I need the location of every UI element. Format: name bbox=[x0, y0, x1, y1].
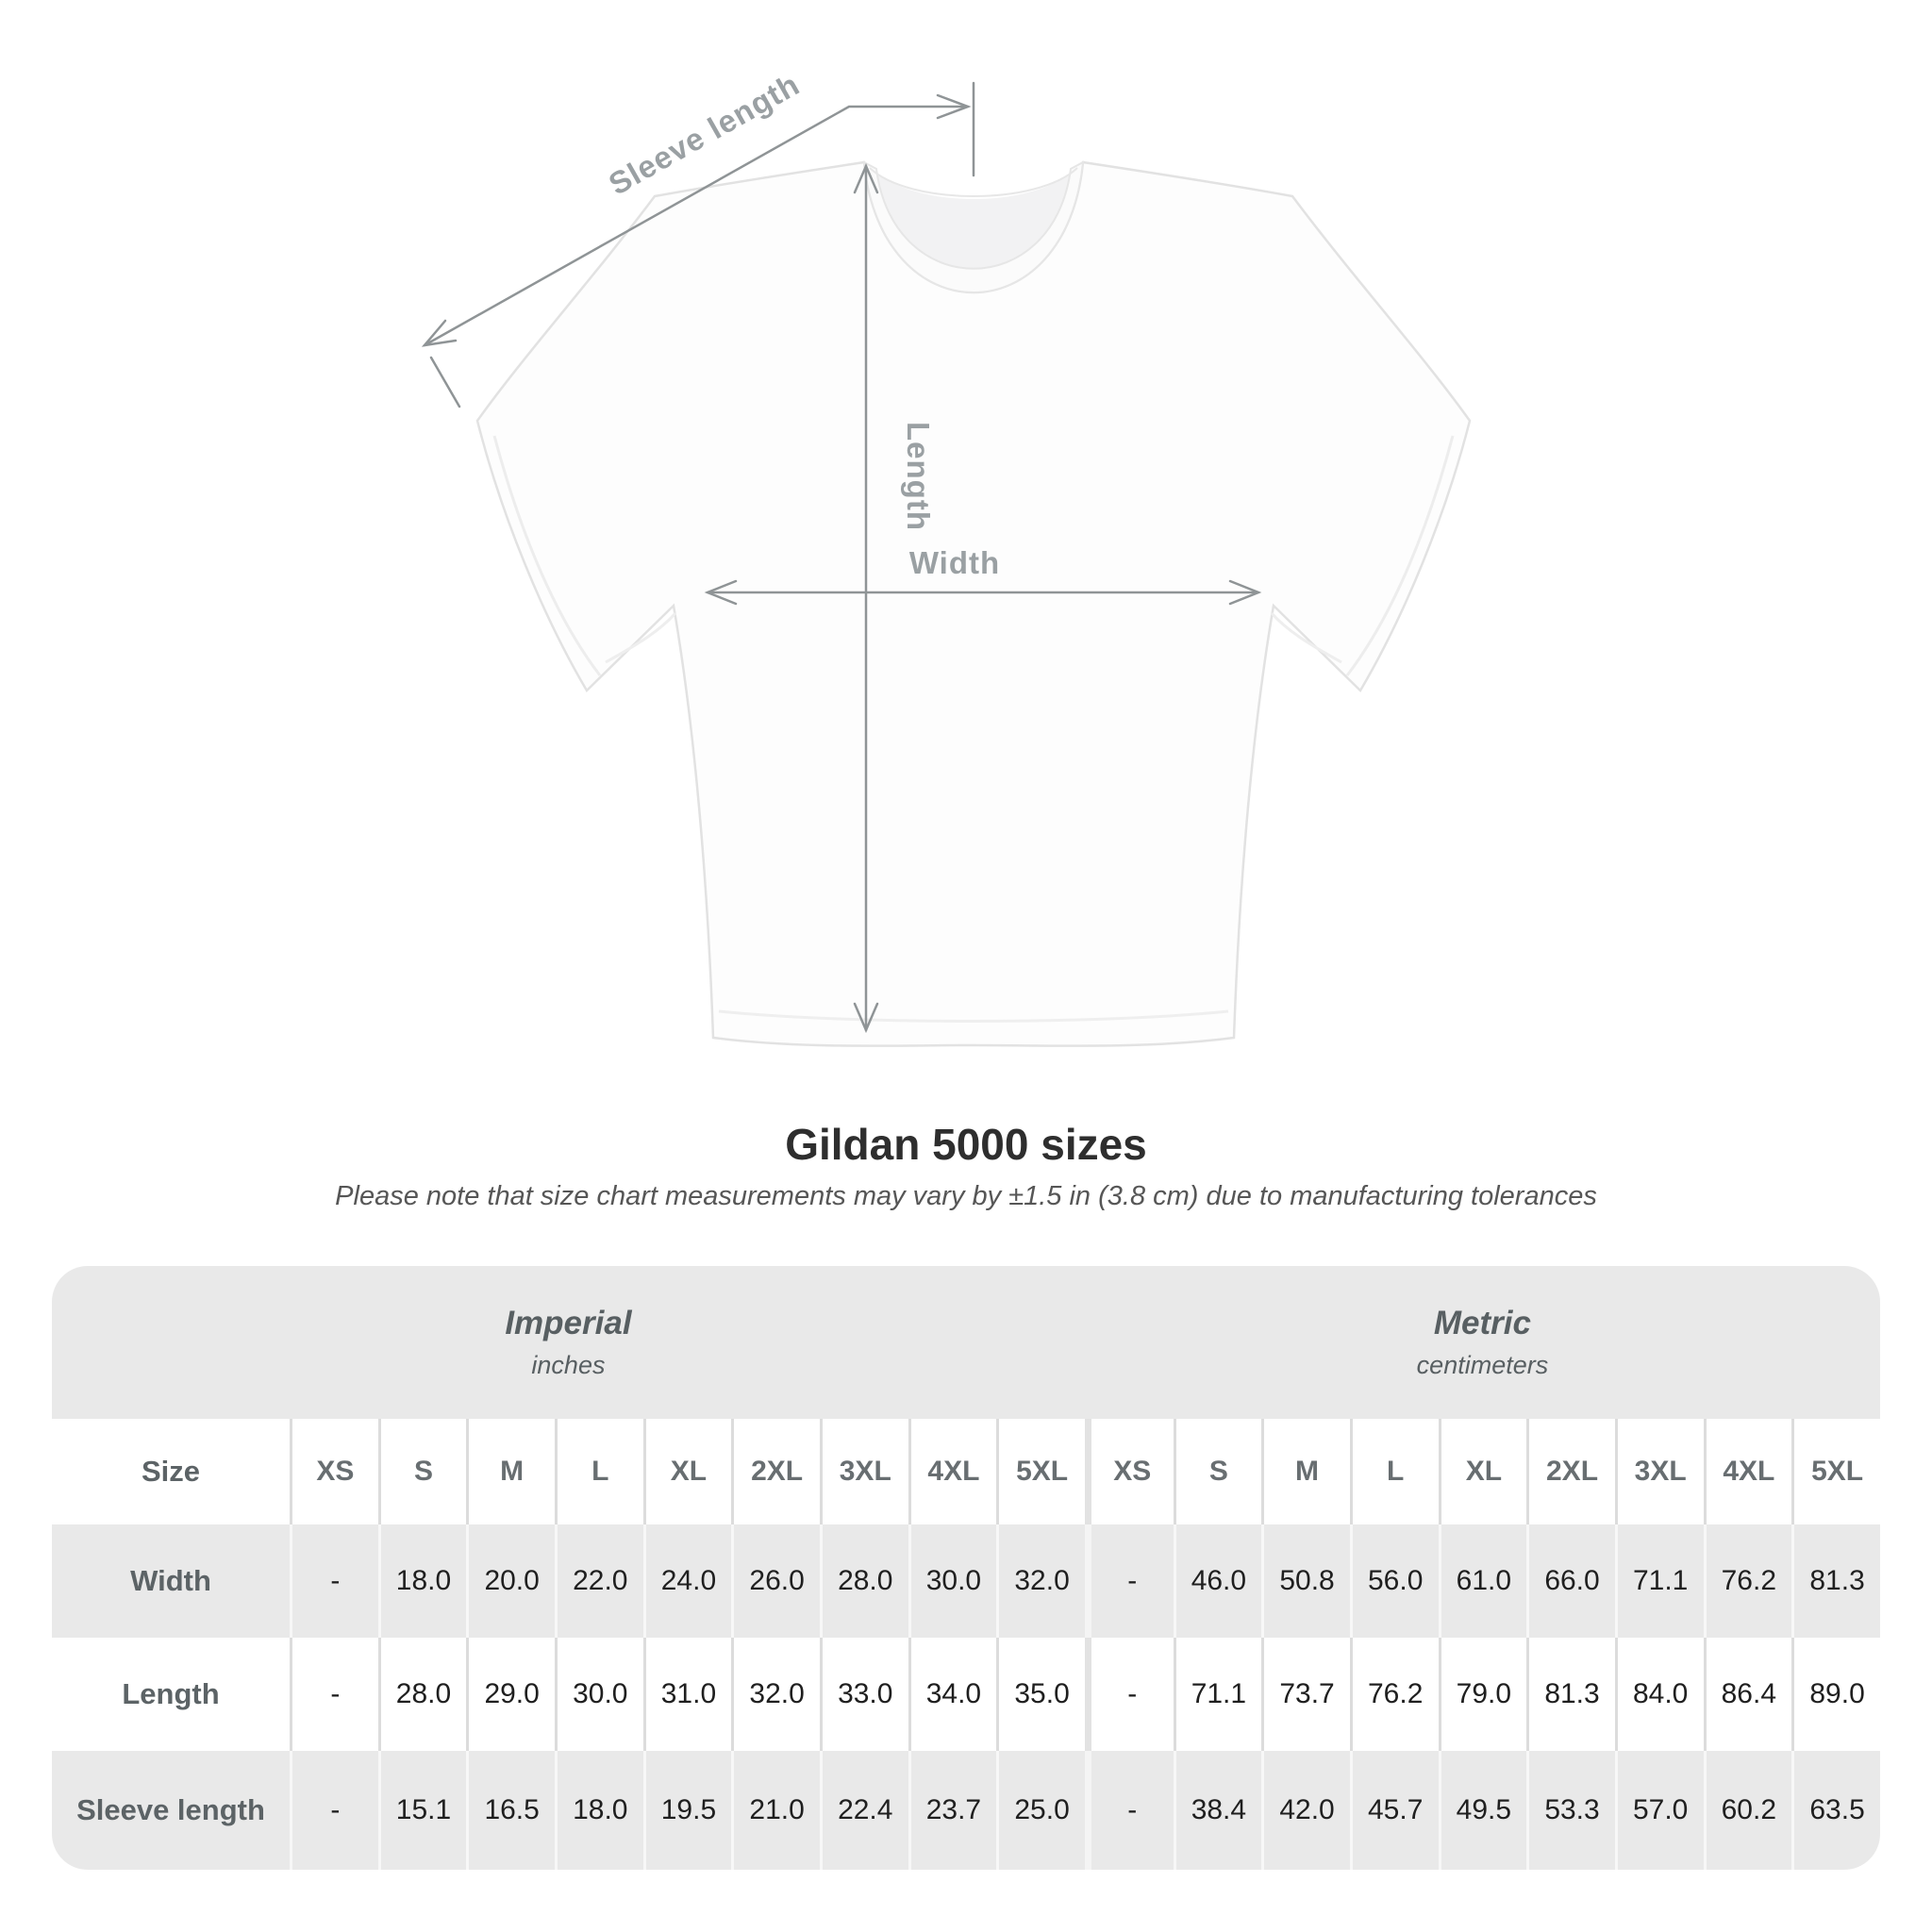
row-label-sleeve-length: Sleeve length bbox=[52, 1751, 290, 1870]
size-col-metric-l: L bbox=[1349, 1419, 1439, 1524]
cell-width-imperial-s: 18.0 bbox=[377, 1524, 467, 1638]
cell-width-metric-m: 50.8 bbox=[1261, 1524, 1350, 1638]
size-col-imperial-xs: XS bbox=[290, 1419, 378, 1524]
size-col-metric-3xl: 3XL bbox=[1614, 1419, 1704, 1524]
cell-sleeve-length-imperial-xl: 19.5 bbox=[642, 1751, 732, 1870]
cell-width-metric-3xl: 71.1 bbox=[1614, 1524, 1704, 1638]
cell-width-metric-5xl: 81.3 bbox=[1791, 1524, 1880, 1638]
cell-length-metric-2xl: 81.3 bbox=[1526, 1638, 1615, 1751]
cell-width-metric-xl: 61.0 bbox=[1438, 1524, 1527, 1638]
size-col-imperial-xl: XL bbox=[642, 1419, 732, 1524]
cell-sleeve-length-metric-4xl: 60.2 bbox=[1703, 1751, 1792, 1870]
cell-width-imperial-5xl: 32.0 bbox=[996, 1524, 1085, 1638]
size-table-body: Width -18.0 20.0 22.0 24.0 26.0 28.0 30.0 32.0-4… bbox=[52, 1524, 1880, 1870]
imperial-unit: inches bbox=[531, 1351, 606, 1379]
cell-width-imperial-3xl: 28.0 bbox=[819, 1524, 908, 1638]
cell-width-imperial-l: 22.0 bbox=[554, 1524, 643, 1638]
page-title: Gildan 5000 sizes bbox=[785, 1120, 1147, 1169]
cell-sleeve-length-metric-m: 42.0 bbox=[1261, 1751, 1350, 1870]
cell-width-metric-xs: - bbox=[1084, 1524, 1174, 1638]
cell-sleeve-length-imperial-s: 15.1 bbox=[377, 1751, 467, 1870]
cell-width-imperial-4xl: 30.0 bbox=[908, 1524, 997, 1638]
cell-length-imperial-m: 29.0 bbox=[466, 1638, 555, 1751]
size-col-imperial-3xl: 3XL bbox=[819, 1419, 908, 1524]
size-corner-label: Size bbox=[52, 1419, 290, 1524]
table-row-width: Width -18.0 20.0 22.0 24.0 26.0 28.0 30.0 32.0-4… bbox=[52, 1524, 1880, 1638]
tshirt-graphic bbox=[475, 160, 1472, 1047]
size-col-metric-m: M bbox=[1261, 1419, 1350, 1524]
size-col-imperial-l: L bbox=[554, 1419, 643, 1524]
cell-sleeve-length-imperial-l: 18.0 bbox=[554, 1751, 643, 1870]
cell-sleeve-length-imperial-2xl: 21.0 bbox=[731, 1751, 820, 1870]
cell-width-metric-s: 46.0 bbox=[1173, 1524, 1262, 1638]
size-col-imperial-5xl: 5XL bbox=[996, 1419, 1085, 1524]
metric-unit: centimeters bbox=[1416, 1351, 1549, 1379]
size-table: Imperial inches Metric centimeters Size … bbox=[52, 1266, 1880, 1870]
size-col-metric-xl: XL bbox=[1438, 1419, 1527, 1524]
tolerance-note: Please note that size chart measurements… bbox=[335, 1181, 1597, 1211]
cell-sleeve-length-metric-s: 38.4 bbox=[1173, 1751, 1262, 1870]
cell-length-imperial-xs: - bbox=[290, 1638, 378, 1751]
cell-length-metric-xl: 79.0 bbox=[1438, 1638, 1527, 1751]
cell-length-imperial-5xl: 35.0 bbox=[996, 1638, 1085, 1751]
size-col-metric-xs: XS bbox=[1084, 1419, 1174, 1524]
unit-header-row: Imperial inches Metric centimeters bbox=[52, 1266, 1880, 1419]
size-col-metric-5xl: 5XL bbox=[1791, 1419, 1880, 1524]
length-dimension-line: Length bbox=[853, 162, 936, 1034]
size-col-metric-s: S bbox=[1173, 1419, 1262, 1524]
width-dimension-line: Width bbox=[704, 545, 1262, 606]
cell-width-imperial-xs: - bbox=[290, 1524, 378, 1638]
cell-length-metric-m: 73.7 bbox=[1261, 1638, 1350, 1751]
cell-width-metric-l: 56.0 bbox=[1349, 1524, 1439, 1638]
table-row-length: Length -28.0 29.0 30.0 31.0 32.0 33.0 34.0 35.0-… bbox=[52, 1638, 1880, 1751]
cell-sleeve-length-imperial-4xl: 23.7 bbox=[908, 1751, 997, 1870]
cell-length-metric-4xl: 86.4 bbox=[1703, 1638, 1792, 1751]
width-label: Width bbox=[909, 545, 1000, 580]
cell-sleeve-length-metric-3xl: 57.0 bbox=[1614, 1751, 1704, 1870]
length-label: Length bbox=[901, 422, 936, 531]
cell-length-imperial-3xl: 33.0 bbox=[819, 1638, 908, 1751]
cell-sleeve-length-metric-xs: - bbox=[1084, 1751, 1174, 1870]
cell-sleeve-length-imperial-xs: - bbox=[290, 1751, 378, 1870]
size-col-imperial-4xl: 4XL bbox=[908, 1419, 997, 1524]
cell-length-imperial-xl: 31.0 bbox=[642, 1638, 732, 1751]
cell-length-imperial-2xl: 32.0 bbox=[731, 1638, 820, 1751]
cell-length-metric-s: 71.1 bbox=[1173, 1638, 1262, 1751]
row-label-length: Length bbox=[52, 1638, 290, 1751]
size-col-metric-2xl: 2XL bbox=[1526, 1419, 1615, 1524]
table-row-sleeve-length: Sleeve length -15.1 16.5 18.0 19.5 21.0 22.4 23… bbox=[52, 1751, 1880, 1870]
cell-sleeve-length-metric-5xl: 63.5 bbox=[1791, 1751, 1880, 1870]
cell-length-imperial-s: 28.0 bbox=[377, 1638, 467, 1751]
cell-sleeve-length-metric-2xl: 53.3 bbox=[1526, 1751, 1615, 1870]
cell-sleeve-length-metric-xl: 49.5 bbox=[1438, 1751, 1527, 1870]
cell-length-imperial-l: 30.0 bbox=[554, 1638, 643, 1751]
cell-width-imperial-m: 20.0 bbox=[466, 1524, 555, 1638]
cell-width-imperial-xl: 24.0 bbox=[642, 1524, 732, 1638]
size-col-imperial-s: S bbox=[377, 1419, 467, 1524]
cell-length-imperial-4xl: 34.0 bbox=[908, 1638, 997, 1751]
cell-width-metric-4xl: 76.2 bbox=[1703, 1524, 1792, 1638]
cell-length-metric-3xl: 84.0 bbox=[1614, 1638, 1704, 1751]
cell-sleeve-length-metric-l: 45.7 bbox=[1349, 1751, 1439, 1870]
metric-label: Metric bbox=[1433, 1305, 1531, 1341]
tshirt-measurement-diagram: Length Width Sleeve length bbox=[421, 66, 1472, 1047]
imperial-label: Imperial bbox=[505, 1305, 632, 1341]
cell-width-metric-2xl: 66.0 bbox=[1526, 1524, 1615, 1638]
cell-length-metric-5xl: 89.0 bbox=[1791, 1638, 1880, 1751]
collar-band bbox=[862, 160, 1085, 293]
cell-width-imperial-2xl: 26.0 bbox=[731, 1524, 820, 1638]
cell-sleeve-length-imperial-5xl: 25.0 bbox=[996, 1751, 1085, 1870]
cell-sleeve-length-imperial-3xl: 22.4 bbox=[819, 1751, 908, 1870]
size-header-row: Size XS S M L XL 2XL 3XL 4XL 5XL XS S M L XL 2XL 3XL 4XL… bbox=[52, 1419, 1880, 1524]
size-col-imperial-2xl: 2XL bbox=[731, 1419, 820, 1524]
size-col-imperial-m: M bbox=[466, 1419, 555, 1524]
imperial-header: Imperial inches bbox=[52, 1266, 1085, 1419]
cell-length-metric-xs: - bbox=[1084, 1638, 1174, 1751]
size-col-metric-4xl: 4XL bbox=[1703, 1419, 1792, 1524]
cell-length-metric-l: 76.2 bbox=[1349, 1638, 1439, 1751]
metric-header: Metric centimeters bbox=[1084, 1266, 1880, 1419]
cell-sleeve-length-imperial-m: 16.5 bbox=[466, 1751, 555, 1870]
row-label-width: Width bbox=[52, 1524, 290, 1638]
